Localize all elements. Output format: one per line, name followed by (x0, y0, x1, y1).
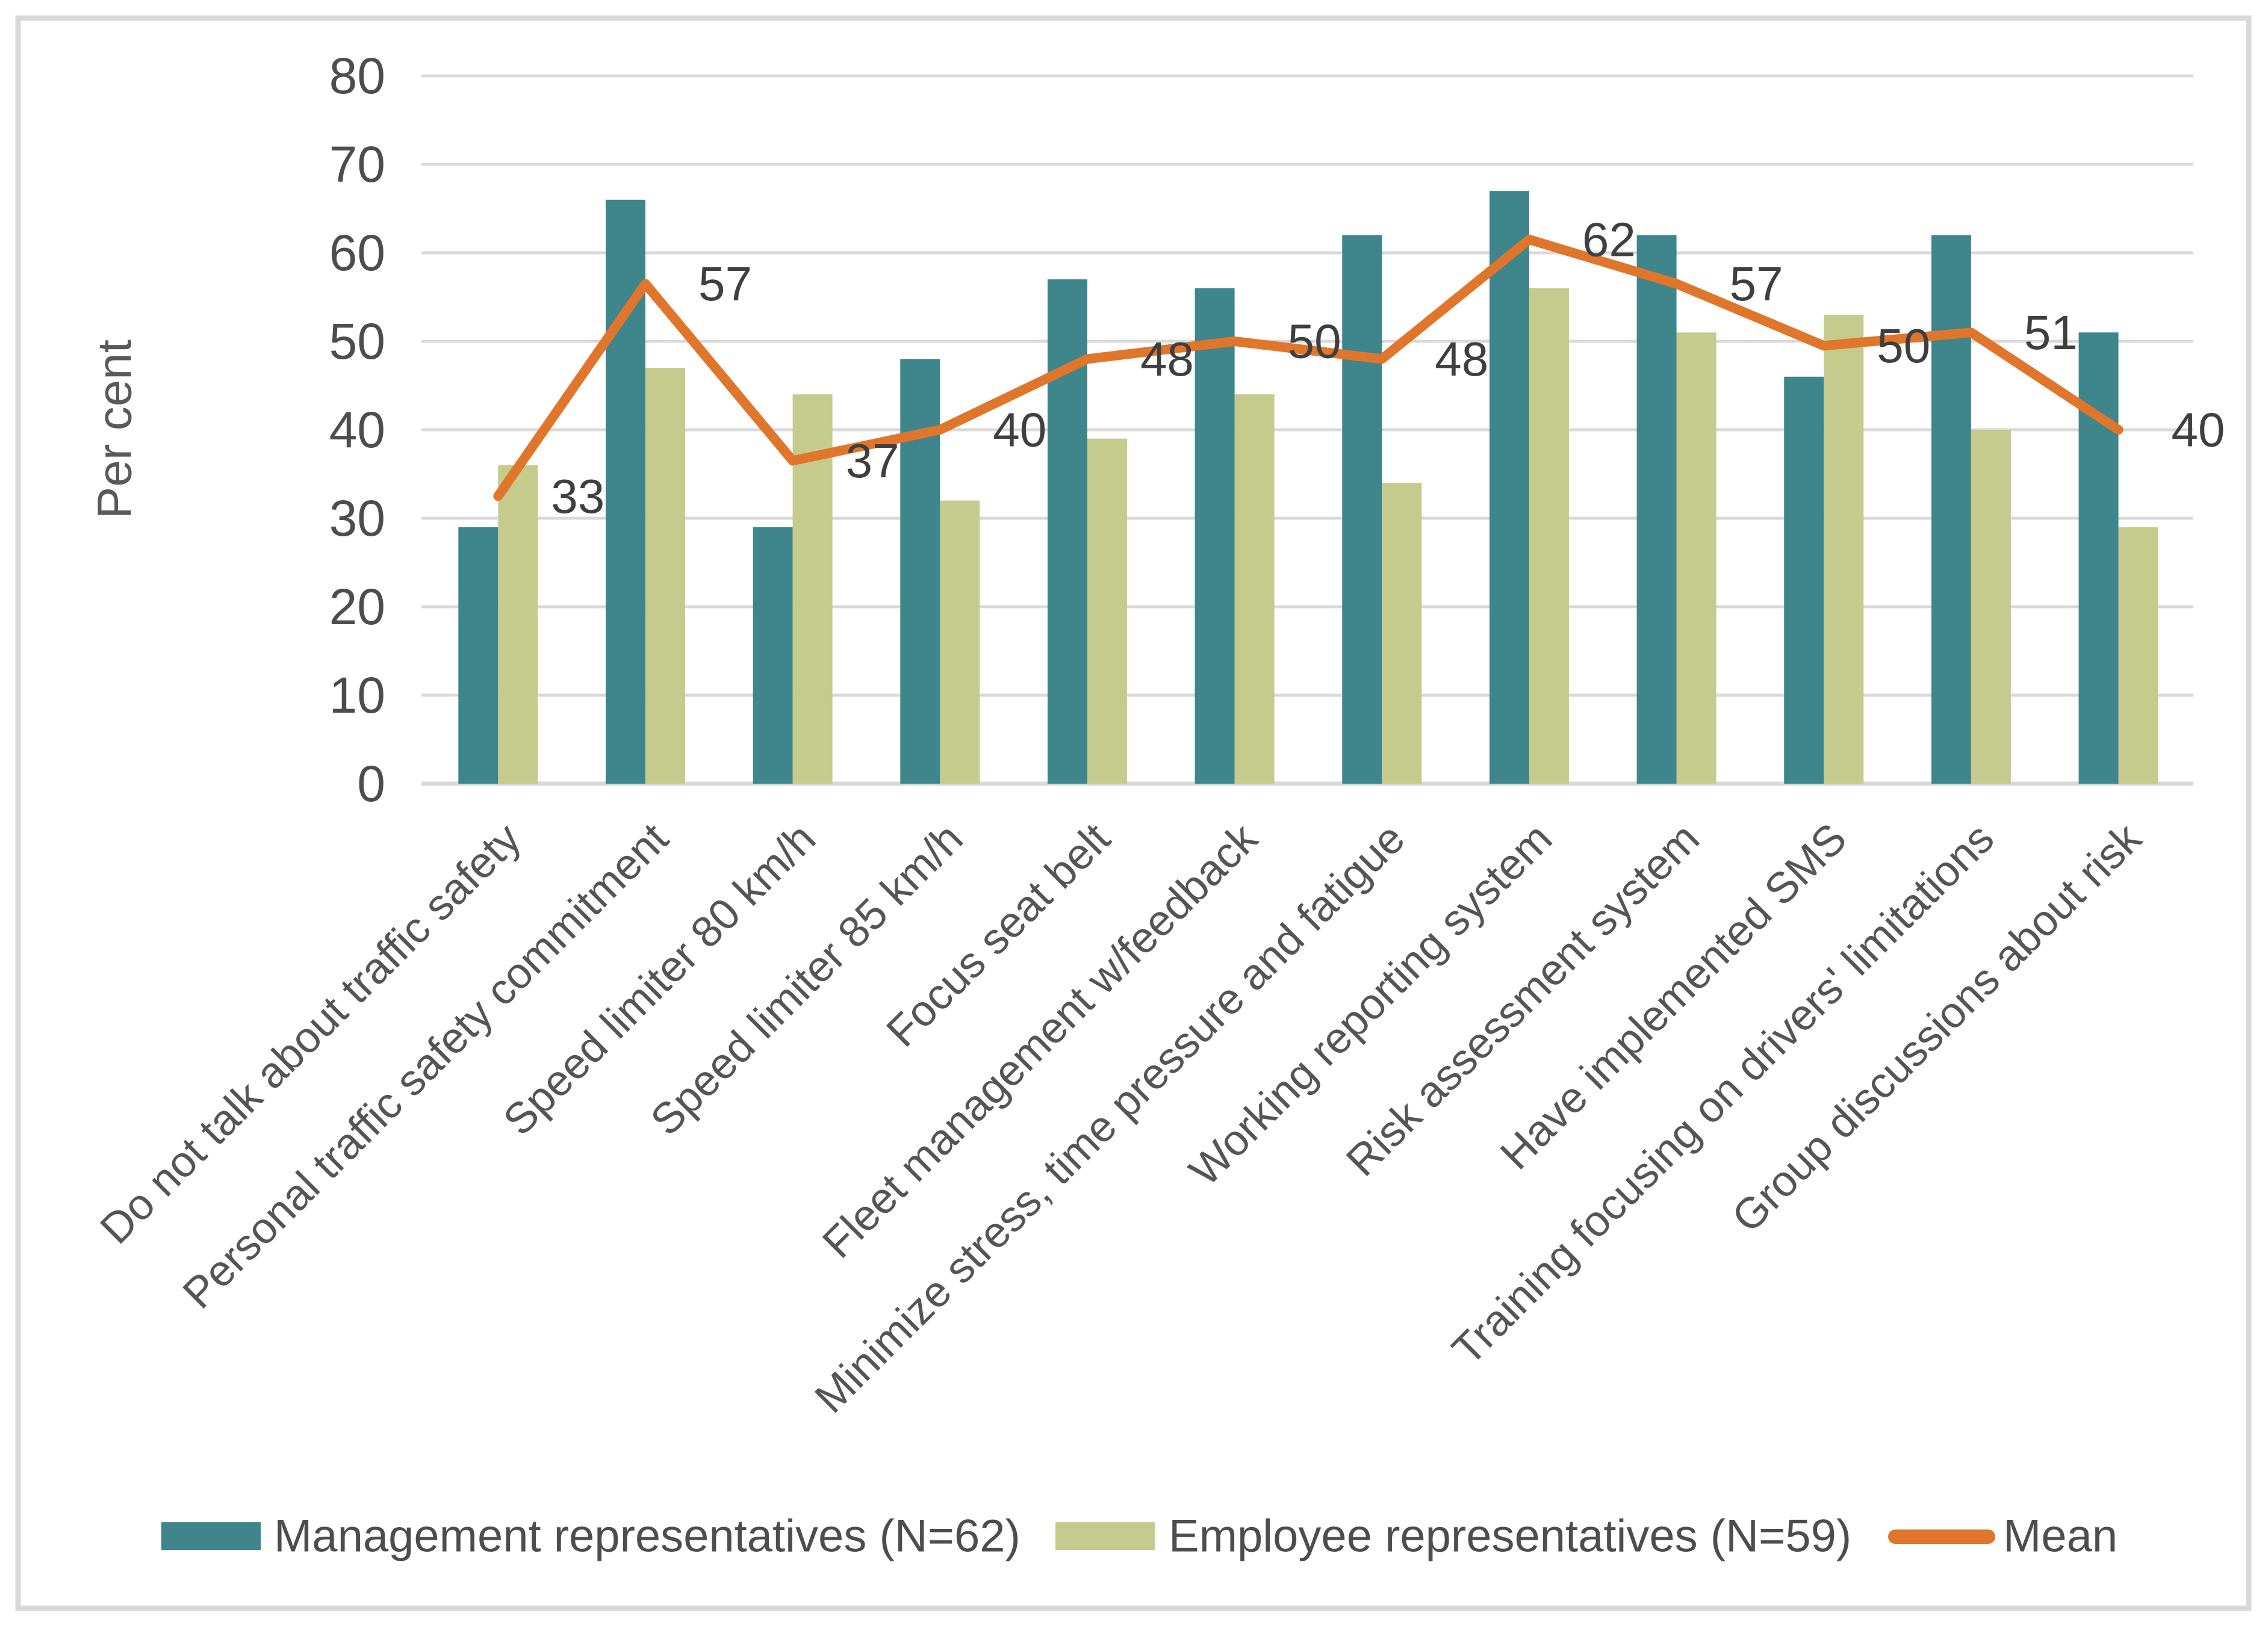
y-tick-label: 10 (329, 667, 385, 724)
bar-management (753, 527, 793, 784)
y-tick-label: 30 (329, 490, 385, 547)
mean-value-label: 48 (1140, 332, 1194, 386)
bar-employee (1382, 483, 1422, 784)
mean-value-label: 57 (1730, 257, 1783, 311)
bar-employee (1087, 438, 1127, 784)
mean-value-label: 50 (1288, 315, 1341, 368)
x-axis-category-labels: Do not talk about traffic safetyPersonal… (91, 814, 2151, 1422)
legend: Management representatives (N=62) Employ… (161, 1511, 2117, 1562)
bar-employee (645, 368, 685, 784)
bar-employee (940, 500, 980, 784)
mean-value-label: 51 (2024, 306, 2078, 359)
mean-value-label: 40 (2172, 403, 2225, 457)
bar-groups (458, 191, 2158, 784)
bar-employee (1234, 394, 1275, 784)
y-tick-label: 40 (329, 401, 385, 458)
legend-label-employee: Employee representatives (N=59) (1169, 1511, 1851, 1562)
bar-employee (1824, 314, 1864, 784)
bar-management (1636, 235, 1677, 784)
bar-management (2078, 332, 2119, 784)
bar-employee (498, 465, 538, 784)
category-label: Training focusing on drivers' limitation… (1443, 814, 2003, 1374)
mean-value-label: 37 (846, 434, 899, 488)
bar-employee (2118, 527, 2158, 784)
legend-swatch-employee (1055, 1522, 1155, 1550)
y-tick-label: 80 (329, 48, 385, 104)
y-axis-title: Per cent (88, 339, 141, 519)
bar-employee (1971, 430, 2011, 784)
gridlines (421, 74, 2193, 786)
y-tick-label: 60 (329, 225, 385, 281)
bar-management (1489, 191, 1529, 784)
y-tick-label: 0 (357, 755, 385, 812)
y-tick-label: 20 (329, 578, 385, 635)
bar-management (1931, 235, 1971, 784)
bar-management (1195, 288, 1235, 784)
mean-value-label: 50 (1877, 319, 1930, 373)
bar-management (1342, 235, 1382, 784)
bar-management (458, 527, 499, 784)
legend-swatch-management (161, 1522, 261, 1550)
mean-value-label: 33 (551, 470, 604, 523)
chart-border (15, 15, 2252, 1611)
mean-line-path (493, 234, 2124, 501)
mean-line (493, 234, 2124, 501)
bar-management (1784, 376, 1824, 784)
y-tick-label: 50 (329, 313, 385, 370)
bar-employee (1676, 332, 1717, 784)
mean-value-label: 40 (993, 403, 1046, 457)
y-axis-tick-labels: 0 10 20 30 40 50 60 70 80 (329, 48, 385, 812)
mean-value-label: 57 (698, 257, 752, 311)
bar-management (1047, 279, 1087, 784)
mean-data-labels: 33 57 37 40 48 50 48 62 57 50 51 40 (551, 212, 2225, 522)
legend-label-management: Management representatives (N=62) (274, 1511, 1021, 1562)
legend-label-mean: Mean (2003, 1511, 2117, 1562)
bar-employee (1529, 288, 1569, 784)
bar-management (900, 359, 940, 784)
mean-value-label: 62 (1582, 212, 1636, 266)
mean-value-label: 48 (1435, 332, 1488, 386)
y-tick-label: 70 (329, 136, 385, 193)
